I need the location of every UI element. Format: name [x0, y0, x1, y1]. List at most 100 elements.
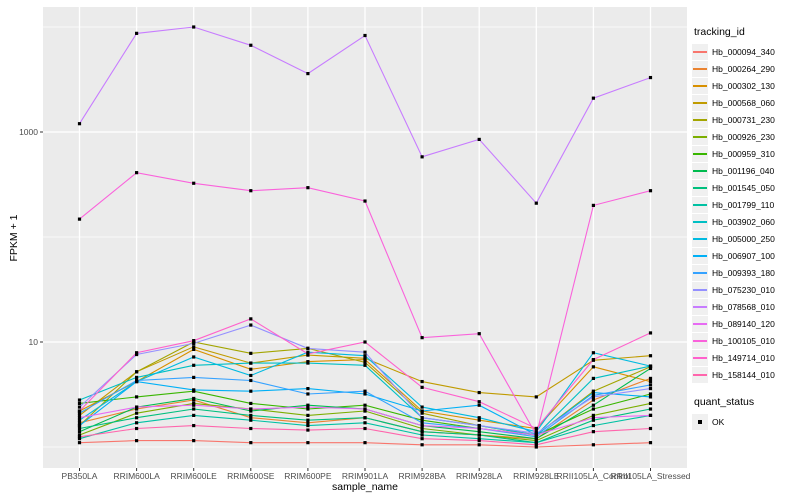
line-swatch-icon	[693, 271, 707, 274]
legend-item-label: Hb_009393_180	[712, 267, 775, 278]
data-point	[420, 418, 424, 422]
data-point	[192, 423, 196, 428]
data-point	[77, 435, 82, 439]
x-tick-label: RRIM600LA	[113, 471, 160, 481]
line-swatch-icon	[693, 356, 707, 359]
data-point	[363, 392, 367, 396]
data-point	[420, 405, 424, 409]
x-tick-label: RRIM600PE	[284, 471, 332, 481]
data-point	[420, 409, 424, 413]
data-point	[534, 430, 538, 434]
data-point	[306, 392, 310, 396]
x-tick-label: RRIM928LA	[456, 471, 503, 481]
data-point	[591, 398, 595, 402]
data-point	[249, 389, 253, 393]
data-point	[591, 443, 595, 447]
data-point	[249, 367, 253, 371]
data-point	[192, 403, 196, 407]
data-point	[77, 418, 82, 422]
data-point	[648, 413, 653, 417]
legend-item-label: Hb_075230_010	[712, 284, 775, 295]
data-point	[363, 340, 367, 344]
data-point	[192, 439, 196, 443]
legend-key	[692, 162, 708, 179]
legend-item: Hb_001799_110	[692, 196, 798, 213]
data-point	[192, 413, 196, 417]
data-point	[249, 407, 253, 411]
data-point	[591, 357, 595, 362]
data-point	[363, 416, 367, 420]
legend-item-label: Hb_001196_040	[712, 165, 775, 176]
legend-key	[692, 281, 708, 298]
data-point	[477, 426, 481, 431]
legend-item-label: Hb_149714_010	[712, 352, 775, 363]
data-point	[192, 375, 196, 380]
legend-item-label: Hb_000926_230	[712, 131, 775, 142]
legend-item: Hb_000302_130	[692, 77, 798, 94]
legend-title-tracking-id: tracking_id	[694, 26, 745, 38]
x-tick-label: RRIM928LE	[513, 471, 560, 481]
legend-key	[692, 247, 708, 264]
data-point	[648, 386, 653, 391]
data-point	[77, 122, 82, 126]
data-point	[591, 395, 595, 399]
line-swatch-icon	[693, 322, 707, 325]
data-point	[192, 25, 196, 29]
line-swatch-icon	[693, 288, 707, 291]
legend-item: Hb_000959_310	[692, 145, 798, 162]
data-point	[135, 375, 139, 380]
data-point	[648, 392, 653, 396]
data-point	[363, 350, 367, 354]
legend-key	[692, 332, 708, 349]
quant-ok-key	[692, 413, 708, 430]
legend-item-label: Hb_001799_110	[712, 199, 775, 210]
data-point	[77, 398, 82, 402]
data-point	[363, 354, 367, 358]
data-point	[135, 370, 139, 374]
legend-item-label: Hb_000302_130	[712, 80, 775, 91]
data-point	[306, 421, 310, 425]
legend-item-label: Hb_003902_060	[712, 216, 775, 227]
data-point	[306, 361, 310, 365]
data-point	[420, 443, 424, 447]
legend-key	[692, 94, 708, 111]
data-point	[249, 189, 253, 193]
data-point	[306, 186, 310, 190]
data-point	[591, 390, 595, 395]
data-point	[591, 418, 595, 422]
data-point	[591, 407, 595, 411]
legend-item: Hb_075230_010	[692, 281, 798, 298]
data-point	[306, 346, 310, 350]
line-swatch-icon	[693, 305, 707, 308]
legend-item-label: Hb_100105_010	[712, 335, 775, 346]
data-point	[77, 411, 82, 415]
data-point	[192, 401, 196, 406]
line-swatch-icon	[693, 152, 707, 155]
data-point	[192, 388, 196, 392]
data-point	[591, 430, 595, 434]
data-point	[534, 441, 538, 445]
data-point	[477, 439, 481, 443]
data-point	[306, 352, 310, 356]
data-point	[534, 443, 538, 447]
legend-key	[692, 111, 708, 128]
data-point	[77, 409, 82, 413]
data-point	[477, 416, 481, 420]
legend-item-label: Hb_005000_250	[712, 233, 775, 244]
data-point	[77, 423, 82, 428]
y-axis-title: FPKM + 1	[8, 214, 20, 262]
data-point	[249, 43, 253, 47]
data-point	[77, 405, 82, 409]
line-swatch-icon	[693, 373, 707, 376]
data-point	[77, 217, 82, 221]
data-point	[306, 418, 310, 422]
legend-item-label: Hb_006907_100	[712, 250, 775, 261]
data-point	[135, 395, 139, 399]
data-point	[135, 426, 139, 431]
data-point	[192, 396, 196, 401]
legend-item-quant-ok: OK	[692, 413, 798, 430]
legend-item-label: Hb_000264_290	[712, 63, 775, 74]
legend-key	[692, 77, 708, 94]
data-point	[135, 439, 139, 443]
data-point	[77, 413, 82, 417]
